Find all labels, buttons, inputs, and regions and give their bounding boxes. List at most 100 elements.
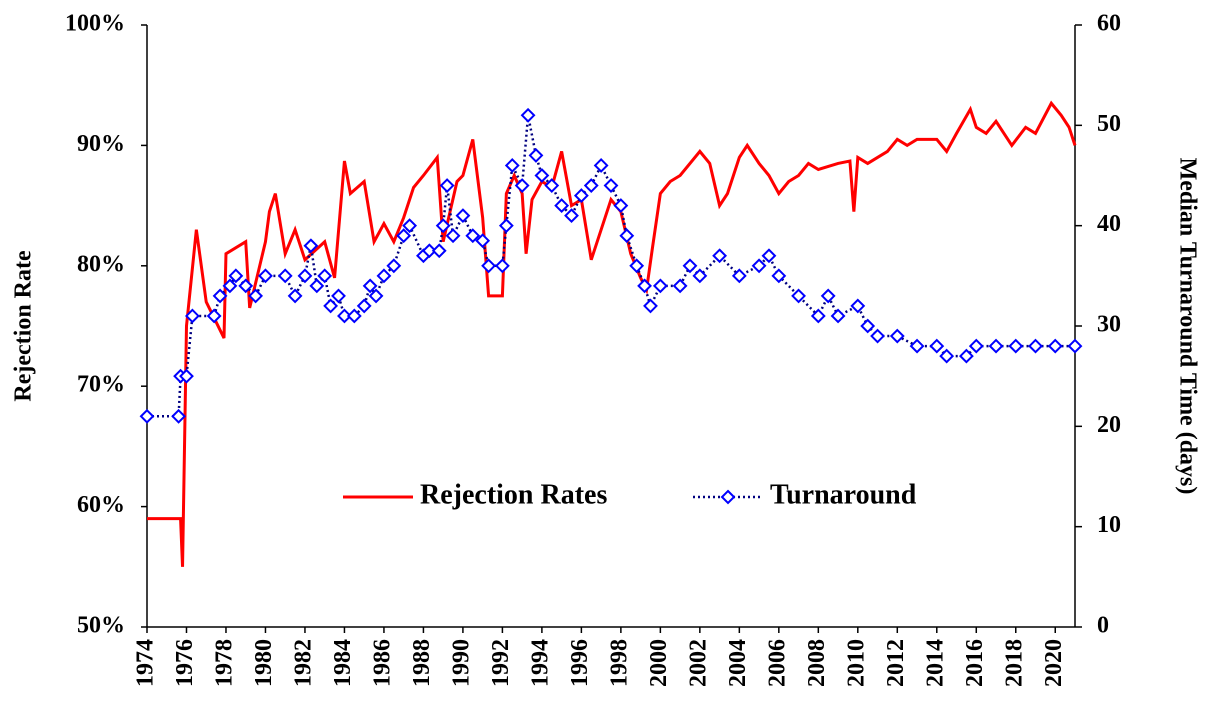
x-tick-label: 1980 xyxy=(251,639,277,687)
marker xyxy=(222,278,238,294)
marker xyxy=(988,338,1004,354)
marker xyxy=(554,198,570,214)
marker xyxy=(356,298,372,314)
x-tick-label: 1974 xyxy=(133,639,159,687)
y-tick-label: 90% xyxy=(77,131,125,157)
marker xyxy=(514,178,530,193)
marker xyxy=(498,218,514,234)
marker xyxy=(968,338,984,354)
marker xyxy=(564,208,579,224)
marker xyxy=(520,107,536,123)
x-tick-label: 1976 xyxy=(172,639,198,687)
x-tick-label: 2000 xyxy=(646,639,672,687)
x-tick-label: 2012 xyxy=(883,639,909,687)
y-tick-label: 80% xyxy=(77,251,125,277)
marker xyxy=(958,348,974,364)
marker xyxy=(435,218,451,234)
marker xyxy=(139,408,155,424)
y-tick-label: 70% xyxy=(77,372,125,398)
marker xyxy=(455,208,471,224)
marker xyxy=(629,258,645,274)
marker xyxy=(258,268,273,284)
marker xyxy=(248,288,264,304)
y-tick-label: 60% xyxy=(77,492,125,518)
marker xyxy=(830,308,846,324)
x-tick-label: 2010 xyxy=(843,639,869,687)
series-line xyxy=(147,115,1075,418)
x-tick-label: 2008 xyxy=(804,639,830,687)
series-line xyxy=(147,100,1077,567)
marker xyxy=(771,268,787,284)
y2-tick-label: 50 xyxy=(1097,111,1121,137)
x-tick-label: 1988 xyxy=(409,639,435,687)
marker xyxy=(637,278,652,294)
marker xyxy=(1067,338,1083,354)
legend-label: Turnaround xyxy=(770,479,917,510)
y2-tick-label: 0 xyxy=(1097,613,1109,639)
marker xyxy=(317,268,333,284)
marker xyxy=(712,248,728,264)
marker xyxy=(810,308,826,324)
marker xyxy=(337,308,352,324)
marker xyxy=(583,178,599,193)
marker xyxy=(303,238,319,254)
marker xyxy=(652,278,668,294)
marker xyxy=(431,243,447,259)
marker xyxy=(212,288,228,304)
marker xyxy=(1008,338,1024,354)
marker xyxy=(619,228,635,244)
marker xyxy=(643,298,658,314)
marker xyxy=(297,268,313,284)
marker xyxy=(171,408,187,424)
marker xyxy=(672,278,688,294)
marker xyxy=(362,278,378,294)
x-tick-label: 2004 xyxy=(725,639,751,687)
marker xyxy=(475,233,491,249)
x-tick-label: 1986 xyxy=(369,639,395,687)
marker xyxy=(368,288,384,304)
x-tick-label: 2016 xyxy=(962,639,988,687)
marker xyxy=(494,258,510,274)
x-tick-label: 1996 xyxy=(567,639,593,687)
y2-tick-label: 30 xyxy=(1097,312,1121,338)
marker xyxy=(909,338,925,354)
marker xyxy=(613,198,629,214)
marker xyxy=(860,318,876,334)
marker xyxy=(465,228,481,244)
marker xyxy=(184,308,200,324)
marker xyxy=(544,178,560,193)
legend-marker xyxy=(720,489,736,505)
marker xyxy=(870,328,885,344)
marker xyxy=(238,278,254,294)
marker xyxy=(386,258,402,274)
marker xyxy=(481,258,496,274)
marker xyxy=(504,158,520,173)
marker xyxy=(573,188,589,203)
marker xyxy=(206,308,222,324)
marker xyxy=(682,258,698,274)
marker xyxy=(277,268,293,284)
marker xyxy=(692,268,708,284)
marker xyxy=(939,348,955,364)
marker xyxy=(323,298,339,314)
marker xyxy=(889,328,905,344)
marker xyxy=(376,268,392,284)
marker xyxy=(731,268,747,284)
x-tick-label: 2018 xyxy=(1001,639,1027,687)
marker xyxy=(751,258,767,274)
x-tick-label: 1992 xyxy=(488,639,514,687)
marker xyxy=(346,308,362,324)
marker xyxy=(179,368,194,384)
marker xyxy=(820,288,836,304)
y2-tick-label: 20 xyxy=(1097,412,1121,438)
x-tick-label: 2014 xyxy=(922,639,948,687)
x-tick-label: 1984 xyxy=(330,639,356,687)
marker xyxy=(421,243,437,259)
marker xyxy=(287,288,303,304)
y2-tick-label: 10 xyxy=(1097,512,1121,538)
x-tick-label: 2020 xyxy=(1041,639,1067,687)
x-tick-label: 1978 xyxy=(211,639,237,687)
x-tick-label: 1998 xyxy=(606,639,632,687)
